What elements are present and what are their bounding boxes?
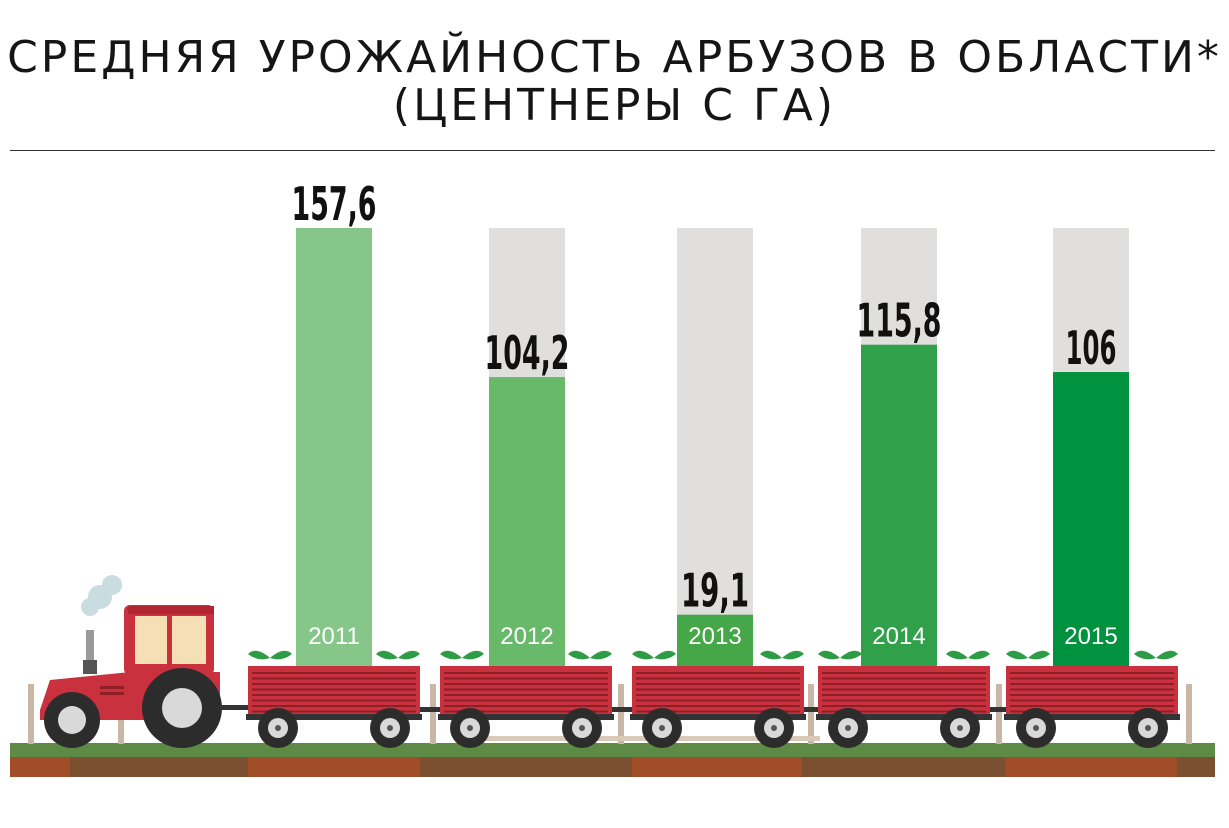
wagon-2 [438, 650, 632, 748]
bars: 157,6 2011 104,2 2012 19,1 2013 115,8 2014 106 20… [292, 177, 1129, 668]
title-divider [10, 150, 1215, 151]
value-label-2015: 106 [1066, 321, 1117, 375]
wagon-3 [630, 650, 818, 748]
year-label-2012: 2012 [500, 623, 553, 650]
wagons [246, 650, 1180, 748]
year-label-2015: 2015 [1064, 623, 1117, 650]
value-label-2014: 115,8 [857, 294, 942, 348]
bar-2012 [489, 377, 565, 668]
bar-2011 [296, 228, 372, 668]
year-label-2011: 2011 [308, 623, 360, 650]
wagon-5 [1004, 650, 1180, 748]
wagon-1 [246, 650, 440, 748]
chart-title-line-2: (ЦЕНТНЕРЫ С ГА) [392, 80, 837, 131]
value-label-2012: 104,2 [485, 326, 570, 380]
value-label-2011: 157,6 [292, 177, 377, 231]
bar-2015 [1053, 372, 1129, 668]
bar-track-2013 [677, 228, 753, 668]
bar-2013 [677, 614, 753, 668]
wagon-4 [816, 650, 1006, 748]
value-label-2013: 19,1 [681, 564, 749, 618]
ground [10, 743, 1215, 777]
year-label-2013: 2013 [688, 623, 741, 650]
tractor-illustration [40, 575, 250, 748]
chart-title-line-1: СРЕДНЯЯ УРОЖАЙНОСТЬ АРБУЗОВ В ОБЛАСТИ* [7, 32, 1222, 83]
year-label-2014: 2014 [872, 623, 925, 650]
bar-2014 [861, 344, 937, 668]
